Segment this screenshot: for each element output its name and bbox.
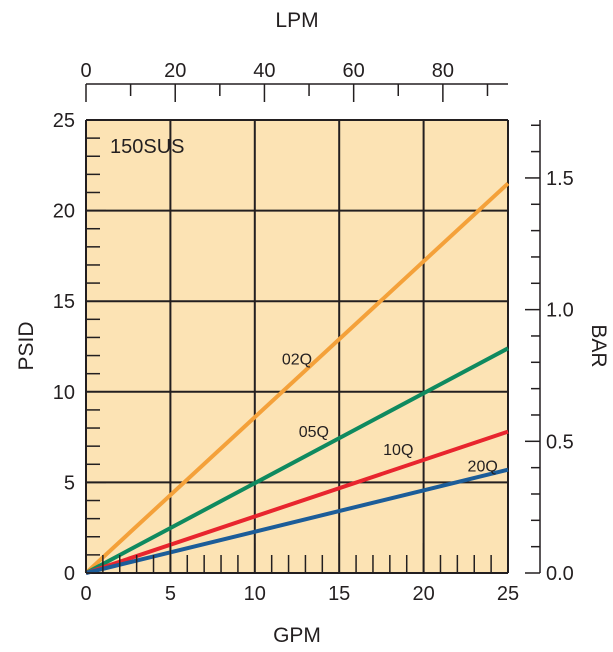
x-axis-tick-label: 25 <box>497 583 519 605</box>
series-label-20q: 20Q <box>468 459 498 476</box>
y2-axis-tick-label: 1.5 <box>546 168 574 190</box>
y-axis-tick-label: 15 <box>53 291 75 313</box>
x-axis-title: GPM <box>273 624 321 647</box>
axes: 0 5 10 15 20 25 0 5 10 15 20 25 0 20 40 60 80 0.0 0.5 1.0 1.… <box>53 60 574 605</box>
x2-axis-tick-label: 40 <box>253 60 275 82</box>
grid-lines <box>85 119 509 574</box>
x2-axis-tick-label: 80 <box>432 60 454 82</box>
series-line-02q <box>84 181 510 575</box>
x-axis-tick-label: 15 <box>328 583 350 605</box>
x-axis-tick-label: 5 <box>165 583 176 605</box>
x2-axis-tick-label: 20 <box>164 60 186 82</box>
x-axis-tick-label: 10 <box>244 583 266 605</box>
x2-axis-tick-label: 0 <box>80 60 91 82</box>
x-axis-tick-label: 0 <box>80 583 91 605</box>
series-label-05q: 05Q <box>299 424 329 441</box>
y-axis-tick-label: 5 <box>64 472 75 494</box>
x2-axis-title: LPM <box>275 9 318 32</box>
plot-background <box>86 120 508 573</box>
y-axis-tick-label: 0 <box>64 563 75 585</box>
y-axis-tick-label: 25 <box>53 110 75 132</box>
series-lines: 02Q 05Q 10Q 20Q <box>84 181 510 575</box>
series-line-05q <box>85 346 509 575</box>
y-axis-tick-label: 20 <box>53 201 75 223</box>
y-axis-title: PSID <box>15 321 38 370</box>
y2-axis-tick-label: 0.0 <box>546 563 574 585</box>
y2-axis-title: BAR <box>587 324 610 367</box>
y2-axis-tick-label: 1.0 <box>546 300 574 322</box>
series-label-10q: 10Q <box>383 442 413 459</box>
series-line-10q <box>85 429 509 575</box>
series-line-20q <box>85 467 509 575</box>
y2-axis-tick-label: 0.5 <box>546 431 574 453</box>
x2-axis-tick-label: 60 <box>343 60 365 82</box>
series-label-02q: 02Q <box>282 352 312 369</box>
y-axis-tick-label: 10 <box>53 382 75 404</box>
annotation-150sus: 150SUS <box>110 136 185 158</box>
x-axis-tick-label: 20 <box>412 583 434 605</box>
